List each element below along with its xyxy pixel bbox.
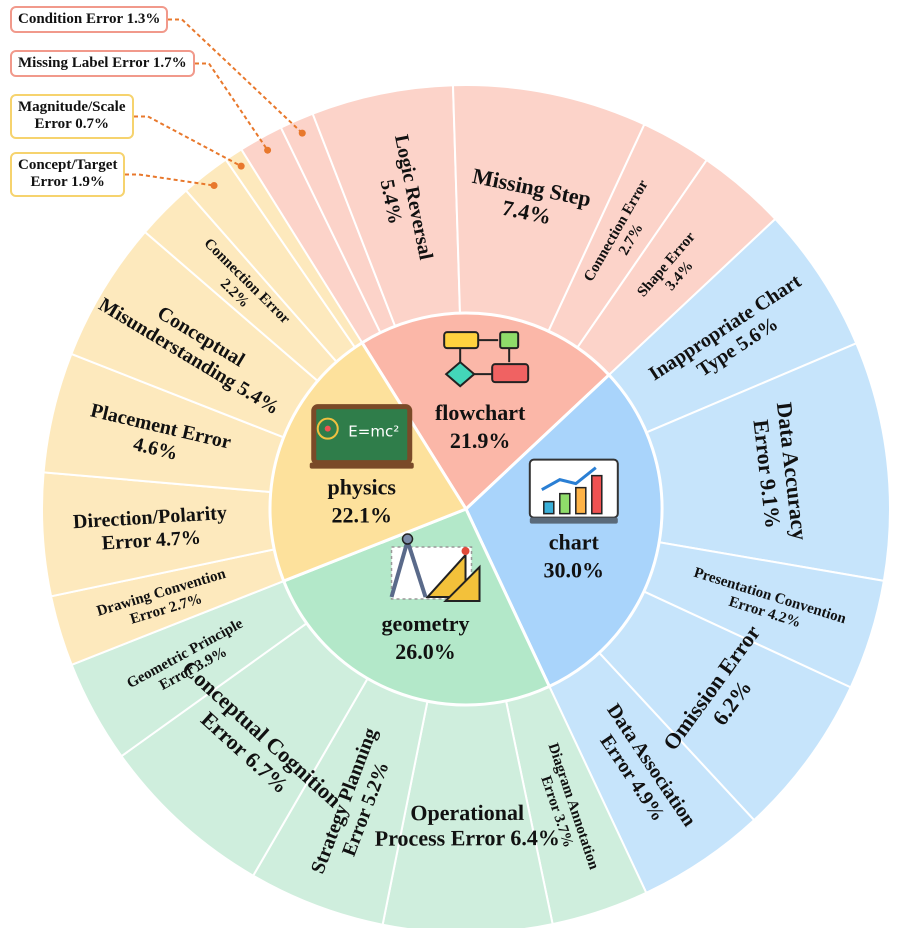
- inner-label-chart: chart 30.0%: [528, 458, 619, 583]
- callout-leader-line: [195, 62, 269, 151]
- category-name: flowchart: [435, 400, 526, 425]
- callout-line: Concept/Target: [18, 157, 118, 173]
- category-name: chart: [549, 530, 600, 555]
- inner-segment-geometry: [281, 507, 552, 707]
- callout-leader-dot: [210, 182, 218, 190]
- inner-segment-chart: [464, 372, 664, 689]
- callout-line: Condition Error 1.3%: [18, 11, 161, 27]
- callout-line: Error 0.7%: [34, 116, 109, 133]
- callout-magnitude-scale-error-0-7: Magnitude/Scale Error 0.7%: [10, 94, 134, 139]
- callout-line: Error 1.9%: [30, 174, 105, 191]
- category-value: 21.9%: [450, 428, 511, 453]
- flowchart-icon: [443, 331, 530, 388]
- callout-leader-line: [125, 173, 215, 187]
- outer-label-line: Process Error 6.4%: [375, 825, 560, 851]
- callout-leader-dot: [264, 146, 272, 154]
- callout-condition-error-1-3: Condition Error 1.3%: [10, 6, 169, 34]
- category-name: geometry: [382, 611, 470, 636]
- inner-label-flowchart: flowchart 21.9%: [435, 331, 530, 453]
- callout-leader-dot: [237, 162, 245, 170]
- inner-segment-flowchart: [360, 311, 612, 512]
- callout-line: Magnitude/Scale: [18, 99, 126, 115]
- category-value: 22.1%: [331, 503, 392, 528]
- blackboard-icon: E=mc²: [309, 404, 414, 469]
- callout-leader-dot: [298, 129, 306, 137]
- inner-label-geometry: geometry 26.0%: [382, 533, 481, 664]
- category-value: 30.0%: [544, 558, 605, 583]
- category-value: 26.0%: [395, 639, 456, 664]
- callout-line: Missing Label Error 1.7%: [18, 55, 187, 71]
- callout-missing-label-error-1-7: Missing Label Error 1.7%: [10, 50, 195, 78]
- compass-ruler-icon: [389, 533, 481, 603]
- bar-chart-icon: [528, 458, 619, 524]
- category-name: physics: [328, 475, 397, 500]
- blackboard-text: E=mc²: [348, 423, 399, 441]
- outer-label-line: Operational: [410, 800, 524, 825]
- callout-leader-line: [134, 115, 242, 168]
- inner-label-physics: E=mc² physics 22.1%: [309, 404, 414, 528]
- callout-leader-line: [168, 18, 303, 134]
- callout-concept-target-error-1-9: Concept/Target Error 1.9%: [10, 152, 126, 197]
